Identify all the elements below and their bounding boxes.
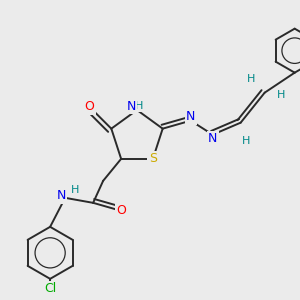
Text: S: S (149, 152, 157, 165)
Text: N: N (126, 100, 136, 112)
Text: H: H (277, 90, 285, 100)
Text: Cl: Cl (44, 282, 56, 295)
Text: O: O (116, 204, 126, 217)
Text: N: N (208, 132, 218, 145)
Text: H: H (247, 74, 255, 84)
Text: N: N (186, 110, 195, 123)
Text: H: H (135, 101, 143, 111)
Text: H: H (71, 185, 79, 195)
Text: O: O (84, 100, 94, 113)
Text: H: H (242, 136, 250, 146)
Text: N: N (56, 189, 66, 202)
